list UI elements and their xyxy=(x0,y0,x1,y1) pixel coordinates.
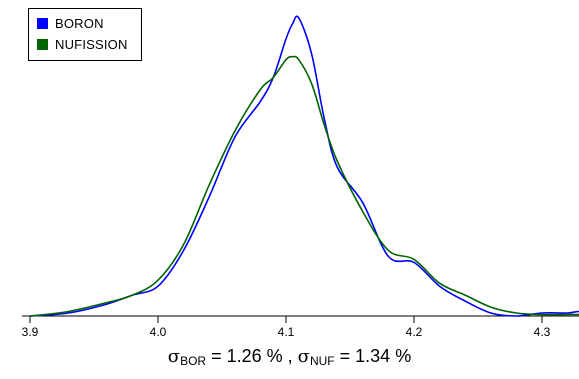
sigma-symbol-bor: σ xyxy=(167,346,181,367)
x-tick-label: 4.0 xyxy=(150,325,167,339)
legend-item-boron: BORON xyxy=(37,15,104,31)
sigma-sub-nuf: NUF xyxy=(309,354,335,368)
sigma-sub-bor: BOR xyxy=(180,354,207,368)
sigma-value-nuf: = 1.34 % xyxy=(334,346,412,366)
sigma-symbol-nuf: σ xyxy=(297,346,310,367)
x-ticks: 3.9 4.0 4.1 4.2 4.3 xyxy=(22,316,551,339)
legend-label-nufission: NUFISSION xyxy=(55,36,128,52)
legend: BORON NUFISSION xyxy=(28,8,142,61)
legend-label-boron: BORON xyxy=(55,15,104,31)
series-line-nufission xyxy=(29,55,579,317)
series-line-boron xyxy=(29,15,579,317)
sigma-caption: σBOR = 1.26 % , σNUF = 1.34 % xyxy=(0,346,579,368)
sigma-value-bor: = 1.26 % , xyxy=(206,346,298,366)
x-tick-label: 4.2 xyxy=(406,325,423,339)
legend-swatch-boron xyxy=(37,17,48,29)
x-tick-label: 4.3 xyxy=(534,325,551,339)
legend-item-nufission: NUFISSION xyxy=(37,36,128,52)
x-tick-label: 3.9 xyxy=(22,325,39,339)
legend-swatch-nufission xyxy=(37,38,48,50)
x-tick-label: 4.1 xyxy=(278,325,295,339)
series-group xyxy=(29,15,579,317)
